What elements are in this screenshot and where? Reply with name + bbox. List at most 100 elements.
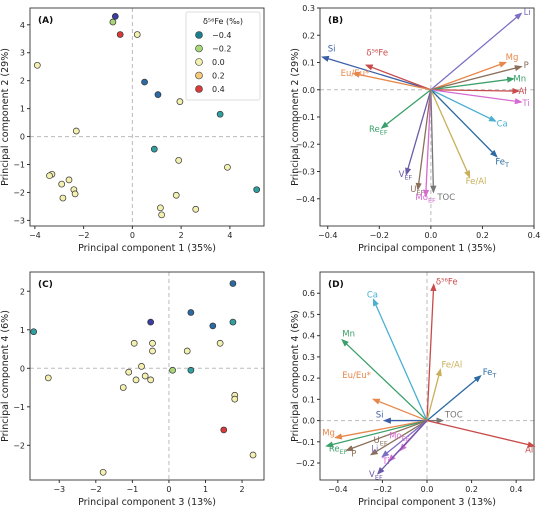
loading-vector [430,12,523,91]
data-point [141,78,148,86]
x-tick-label: −0.2 [370,231,389,240]
vector-label: VEF [369,470,383,482]
vector-label: FeT [483,368,497,380]
vector-label: Eu/Eu* [342,371,371,381]
vector-label: ReEF [369,125,388,137]
x-tick-label: 1 [203,485,208,494]
x-axis-label: Principal component 3 (13%) [78,497,216,508]
loading-vector [430,65,523,91]
data-point [231,395,239,403]
data-point [71,190,79,198]
loading-vector [426,375,482,422]
data-point [224,163,231,171]
legend-label: 0.2 [212,72,225,81]
x-tick-label: 4 [227,231,232,240]
data-point [187,309,195,316]
vector-label: Mn [342,330,355,340]
vector-label: Eu/Eu* [341,69,370,79]
x-tick-label: −4 [29,231,41,240]
y-tick-label: 2 [20,77,25,86]
y-tick-label: 1 [20,326,25,335]
x-tick-label: 2 [240,485,245,494]
x-tick-label: −1 [126,485,138,494]
data-point [249,451,257,459]
y-tick-label: 0.6 [302,289,315,298]
vector-label: UEF [410,185,424,197]
loading-vector [325,419,428,448]
data-point [147,376,155,384]
y-tick-label: −0.1 [296,438,315,447]
y-tick-label: 1 [20,105,25,114]
data-point [169,366,176,374]
vector-label: Ca [367,290,378,300]
vector-label: Li [371,444,378,454]
y-tick-label: 0 [20,133,25,142]
loading-vector [380,89,432,129]
vector-label: Mg [506,53,519,63]
data-point [154,91,162,98]
vector-label: P [351,450,356,460]
x-tick-label: 0.2 [465,485,478,494]
vector-label: Ti [521,99,529,109]
x-tick-label: 0 [130,231,135,240]
data-point [253,186,261,194]
y-tick-label: 3 [20,49,25,58]
legend-label: 0.0 [212,58,225,67]
data-point [147,318,155,326]
vector-label: Al [525,445,533,455]
y-tick-label: −2 [13,441,25,450]
y-axis-label: Principal component 4 (6%) [290,310,301,442]
loading-vector [430,89,523,105]
data-point [116,31,124,38]
data-point [220,426,228,434]
vector-label: P [524,61,529,71]
data-point [132,376,140,384]
loading-vector [430,61,508,91]
loading-vector [426,368,442,421]
data-point [172,191,180,199]
data-point [150,145,158,153]
data-point [30,328,38,336]
legend-box [185,11,261,101]
loading-vector [345,419,428,452]
plot-frame [29,7,265,227]
y-tick-label: −1 [13,403,25,412]
x-tick-label: 0.4 [510,485,523,494]
x-tick-label: 0 [166,485,171,494]
x-tick-label: −2 [78,231,90,240]
vector-label: Fe/Al [466,177,487,187]
panel-label: (C) [38,280,53,290]
data-point [149,339,156,347]
x-tick-label: −0.4 [318,231,337,240]
vector-label: δ⁵⁶Fe [436,278,458,288]
vector-label: Li [524,8,531,18]
data-point [65,176,73,184]
y-tick-label: 0.1 [302,395,315,404]
data-point [59,194,67,202]
x-axis-label: Principal component 1 (35%) [78,243,216,254]
y-tick-label: 4 [20,21,25,30]
y-tick-label: 0.3 [302,4,315,13]
data-point [157,204,164,212]
vector-label: Al [519,87,527,97]
x-tick-label: 0.0 [425,231,438,240]
data-point [187,366,195,374]
loading-vector [426,283,437,421]
data-point [133,31,141,38]
data-point [46,172,53,180]
y-tick-label: −0.3 [296,168,315,177]
loading-vector [415,89,432,191]
data-point [175,156,183,164]
data-point [216,339,224,347]
data-point [138,363,145,370]
legend-label: −0.2 [212,45,231,54]
panel-label: (D) [328,280,344,290]
loading-vector [430,76,515,91]
loading-vector [430,89,497,122]
loading-vector [426,419,536,448]
vector-label: Ca [497,120,508,130]
data-point [33,61,41,69]
vector-label: MoEF [415,193,436,205]
data-point [125,368,133,376]
